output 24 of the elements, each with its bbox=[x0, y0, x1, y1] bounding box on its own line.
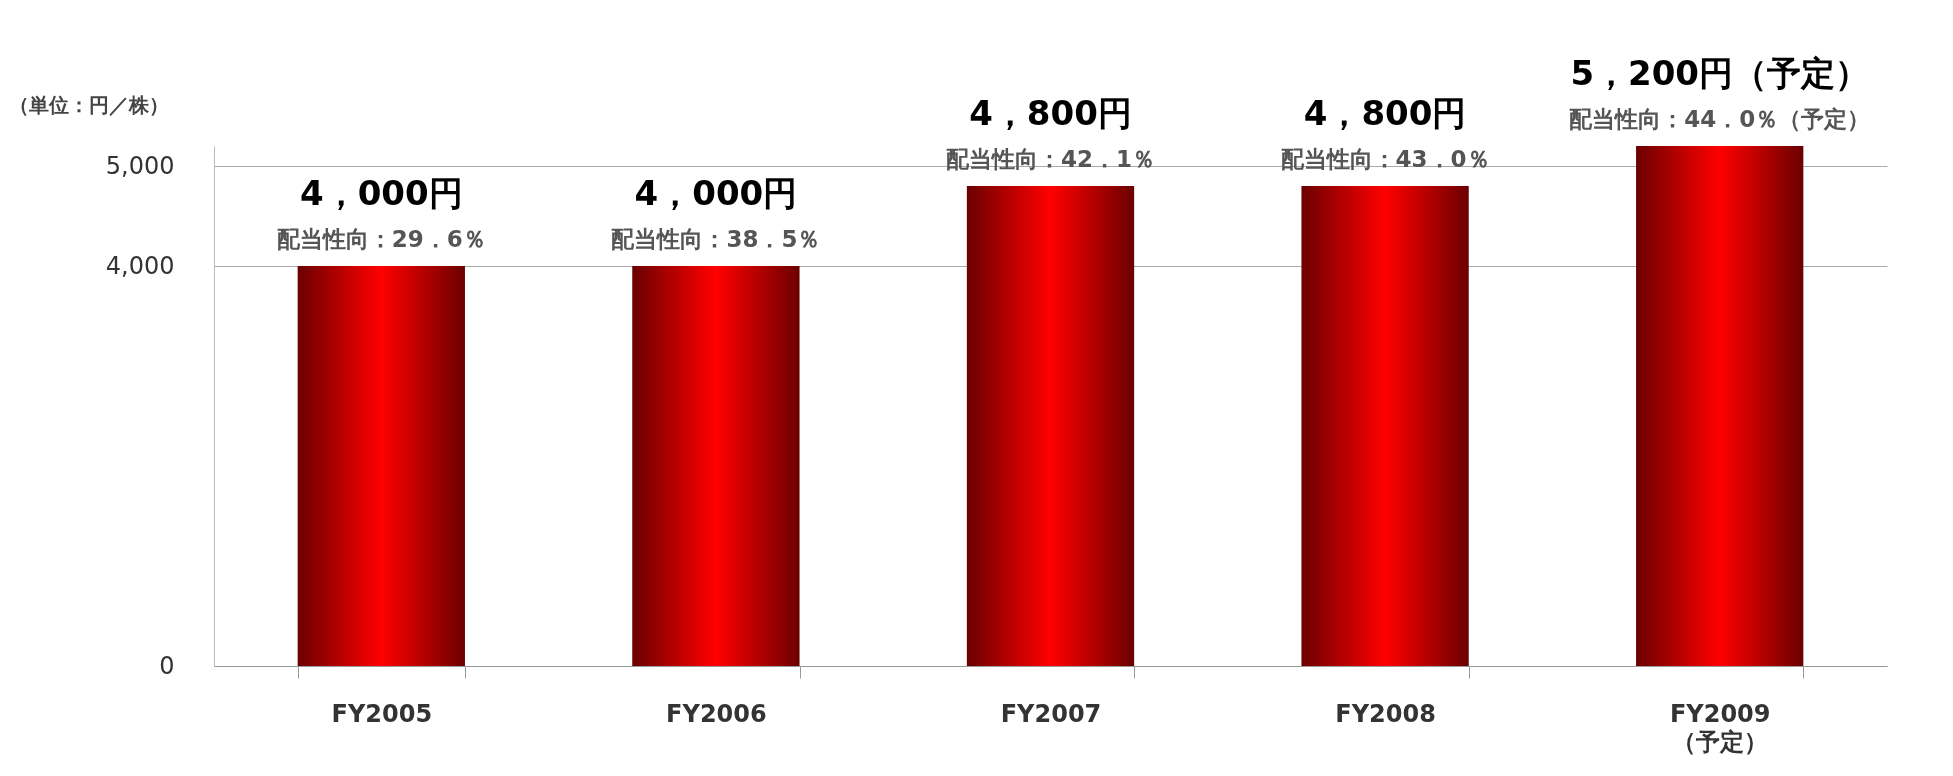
annotation: 4，000円 bbox=[634, 173, 798, 213]
annotation: 5，200円（予定） bbox=[1570, 53, 1870, 93]
y-tick-label: 0 bbox=[159, 651, 175, 680]
annotation: 配当性向：43．0％ bbox=[1280, 146, 1490, 172]
bar bbox=[966, 186, 1135, 666]
x-tick-label: FY2007 bbox=[1000, 699, 1102, 728]
y-tick-label: 5,000 bbox=[105, 151, 175, 180]
bar bbox=[1636, 146, 1804, 666]
annotation: 配当性向：42．1％ bbox=[945, 146, 1156, 172]
annotation: 配当性向：44．0％（予定） bbox=[1569, 106, 1871, 132]
x-tick-label: FY2006 bbox=[666, 699, 767, 728]
annotation: 4，800円 bbox=[969, 93, 1132, 133]
text: （単位：円／株） bbox=[9, 93, 169, 117]
annotation: 4，000円 bbox=[299, 173, 463, 213]
bar bbox=[297, 266, 465, 666]
x-tick-label: FY2008 bbox=[1335, 699, 1436, 728]
annotation: 4，800円 bbox=[1303, 93, 1467, 133]
bar bbox=[632, 266, 800, 666]
x-tick-label: FY2009 （予定） bbox=[1669, 699, 1771, 756]
annotation: 配当性向：29．6％ bbox=[276, 226, 486, 252]
x-tick-label: FY2005 bbox=[331, 699, 433, 728]
annotation: 配当性向：38．5％ bbox=[611, 226, 821, 252]
bar bbox=[1301, 186, 1469, 666]
y-tick-label: 4,000 bbox=[105, 251, 175, 280]
